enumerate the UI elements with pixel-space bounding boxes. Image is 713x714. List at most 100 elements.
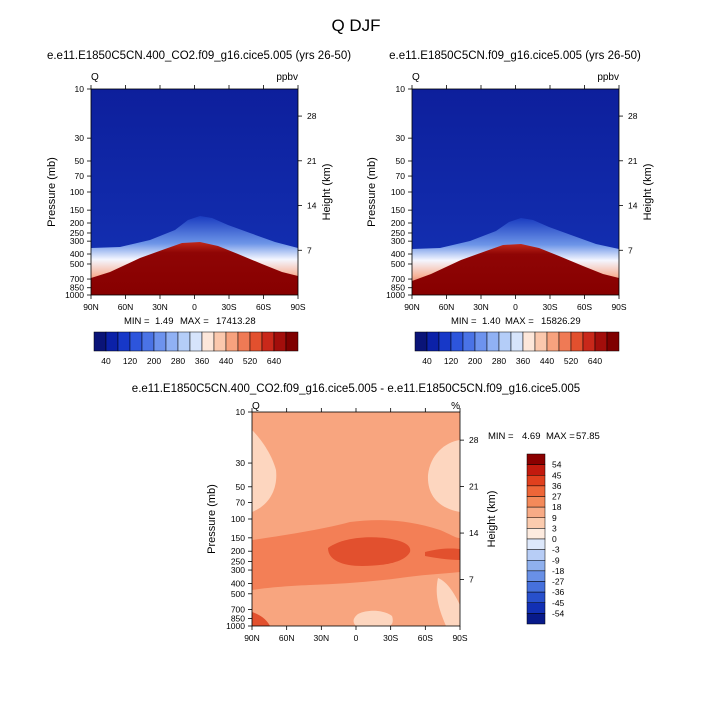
panel-1-y-tick-label: 10 <box>75 84 85 94</box>
difference-units-label: % <box>451 401 460 412</box>
panel-1-height-axis-label: Height (km) <box>321 164 333 221</box>
panel-2-y-tick-label: 10 <box>396 84 406 94</box>
panel-1-colorbar-swatch <box>141 331 155 352</box>
panel-2-height-tick-label: 21 <box>628 156 638 166</box>
panel-1-colorbar-swatch <box>105 331 119 352</box>
panel-2-x-tick-label: 90N <box>404 302 420 312</box>
panel-1-colorbar-label: 520 <box>243 356 257 366</box>
difference-colorbar-swatch <box>526 613 546 625</box>
difference-colorbar-label: 3 <box>552 523 557 533</box>
panel-1-y-tick-label: 850 <box>70 283 84 293</box>
difference-x-tick-label: 30S <box>383 633 398 643</box>
panel-2-y-tick-label: 100 <box>391 187 405 197</box>
panel-2-colorbar-swatch <box>486 331 500 352</box>
panel-2-title: e.e11.E1850C5CN.f09_g16.cice5.005 (yrs 2… <box>389 50 641 62</box>
panel-2-y-tick-label: 200 <box>391 218 405 228</box>
panel-1-colorbar-label: 200 <box>147 356 161 366</box>
difference-colorbar-label: -45 <box>552 598 565 608</box>
panel-1-x-tick-label: 60N <box>118 302 134 312</box>
panel-1-colorbar-label: 120 <box>123 356 137 366</box>
panel-2-colorbar-swatch <box>558 331 572 352</box>
panel-2-colorbar-swatch <box>570 331 584 352</box>
panel-1-colorbar-swatch <box>237 331 251 352</box>
panel-2-axes: 90N 60N 30N 0 30S 60S 90S 10 30 50 70 100 150 2002503… <box>386 84 638 312</box>
panel-1-y-tick-label: 50 <box>75 156 85 166</box>
difference-colorbar-label: -36 <box>552 587 565 597</box>
difference-colorbar-swatch <box>526 581 546 593</box>
difference-colorbar-label: 0 <box>552 534 557 544</box>
panel-2-height-tick-label: 14 <box>628 201 638 211</box>
difference-colorbar-swatch <box>526 485 546 497</box>
panel-2-colorbar-label: 360 <box>516 356 530 366</box>
panel-1-x-tick-label: 30N <box>152 302 168 312</box>
panel-2-colorbar-label: 40 <box>422 356 432 366</box>
difference-height-tick-label: 14 <box>469 528 479 538</box>
panel-1-colorbar-swatch <box>261 331 275 352</box>
difference-x-tick-label: 60N <box>279 633 295 643</box>
difference-colorbar-label: 9 <box>552 513 557 523</box>
difference-y-tick-label: 30 <box>236 458 246 468</box>
panel-1-colorbar-swatch <box>129 331 143 352</box>
panel-1-colorbar-label: 440 <box>219 356 233 366</box>
panel-1-variable-label: Q <box>91 72 99 83</box>
panel-2-colorbar-label: 200 <box>468 356 482 366</box>
panel-2-min-label: MIN = <box>451 316 477 327</box>
difference-colorbar-swatch <box>526 591 546 603</box>
panel-2-colorbar-label: 440 <box>540 356 554 366</box>
panel-2-y-tick-label: 1000 <box>386 290 405 300</box>
panel-1-plot-area <box>91 89 298 295</box>
panel-2-colorbar-swatch <box>474 331 488 352</box>
panel-1-y-tick-label: 250 <box>70 228 84 238</box>
panel-2-x-tick-label: 0 <box>513 302 518 312</box>
difference-min-value: 4.69 <box>522 431 541 442</box>
panel-1-x-tick-label: 0 <box>192 302 197 312</box>
difference-y-tick-label: 300 <box>231 565 245 575</box>
difference-x-tick-label: 90S <box>452 633 467 643</box>
panel-1-y-tick-label: 400 <box>70 249 84 259</box>
difference-colorbar-swatch <box>526 570 546 582</box>
difference-light-lower-mid <box>353 610 393 626</box>
difference-y-tick-label: 1000 <box>226 621 245 631</box>
panel-1-y-tick-label: 700 <box>70 274 84 284</box>
difference-colorbar-label: -54 <box>552 608 565 618</box>
difference-y-tick-label: 500 <box>231 589 245 599</box>
panel-1-colorbar-swatch <box>189 331 203 352</box>
panel-1-colorbar-label: 360 <box>195 356 209 366</box>
panel-1-units-label: ppbv <box>276 72 298 83</box>
panel-2-y-tick-label: 50 <box>396 156 406 166</box>
panel-2-max-value: 15826.29 <box>541 316 581 327</box>
panel-2-y-tick-label: 250 <box>391 228 405 238</box>
panel-2-colorbar-label: 280 <box>492 356 506 366</box>
panel-1-height-tick-label: 28 <box>307 111 317 121</box>
panel-2-height-tick-label: 28 <box>628 111 638 121</box>
panel-1-min-label: MIN = <box>124 316 150 327</box>
difference-plot-area <box>252 412 460 626</box>
panel-2-x-tick-label: 60S <box>577 302 592 312</box>
panel-1-colorbar-swatch <box>249 331 263 352</box>
difference-colorbar-swatch <box>526 517 546 529</box>
panel-2-y-tick-label: 400 <box>391 249 405 259</box>
panel-2-y-tick-label: 150 <box>391 205 405 215</box>
panel-2-colorbar-swatch <box>582 331 596 352</box>
panel-2-colorbar-swatch <box>546 331 560 352</box>
panel-1-colorbar-swatch <box>165 331 179 352</box>
difference-y-tick-label: 100 <box>231 514 245 524</box>
panel-1-colorbar-swatch <box>273 331 287 352</box>
difference-colorbar-label: 18 <box>552 502 562 512</box>
panel-2-y-tick-label: 70 <box>396 171 406 181</box>
panel-2-colorbar-swatch <box>534 331 548 352</box>
panel-1-y-tick-label: 500 <box>70 259 84 269</box>
panel-2-y-tick-label: 300 <box>391 236 405 246</box>
panel-1-x-tick-label: 30S <box>221 302 236 312</box>
panel-1-y-axis-label: Pressure (mb) <box>46 157 58 227</box>
panel-2-y-axis-label: Pressure (mb) <box>366 157 378 227</box>
panel-2-plot-area <box>412 89 619 295</box>
difference-base-field <box>252 412 460 626</box>
difference-y-tick-label: 400 <box>231 578 245 588</box>
difference-colorbar-swatch <box>526 560 546 572</box>
panel-1-y-tick-label: 70 <box>75 171 85 181</box>
panel-2-colorbar-swatch <box>606 331 620 352</box>
panel-1-colorbar-label: 640 <box>267 356 281 366</box>
